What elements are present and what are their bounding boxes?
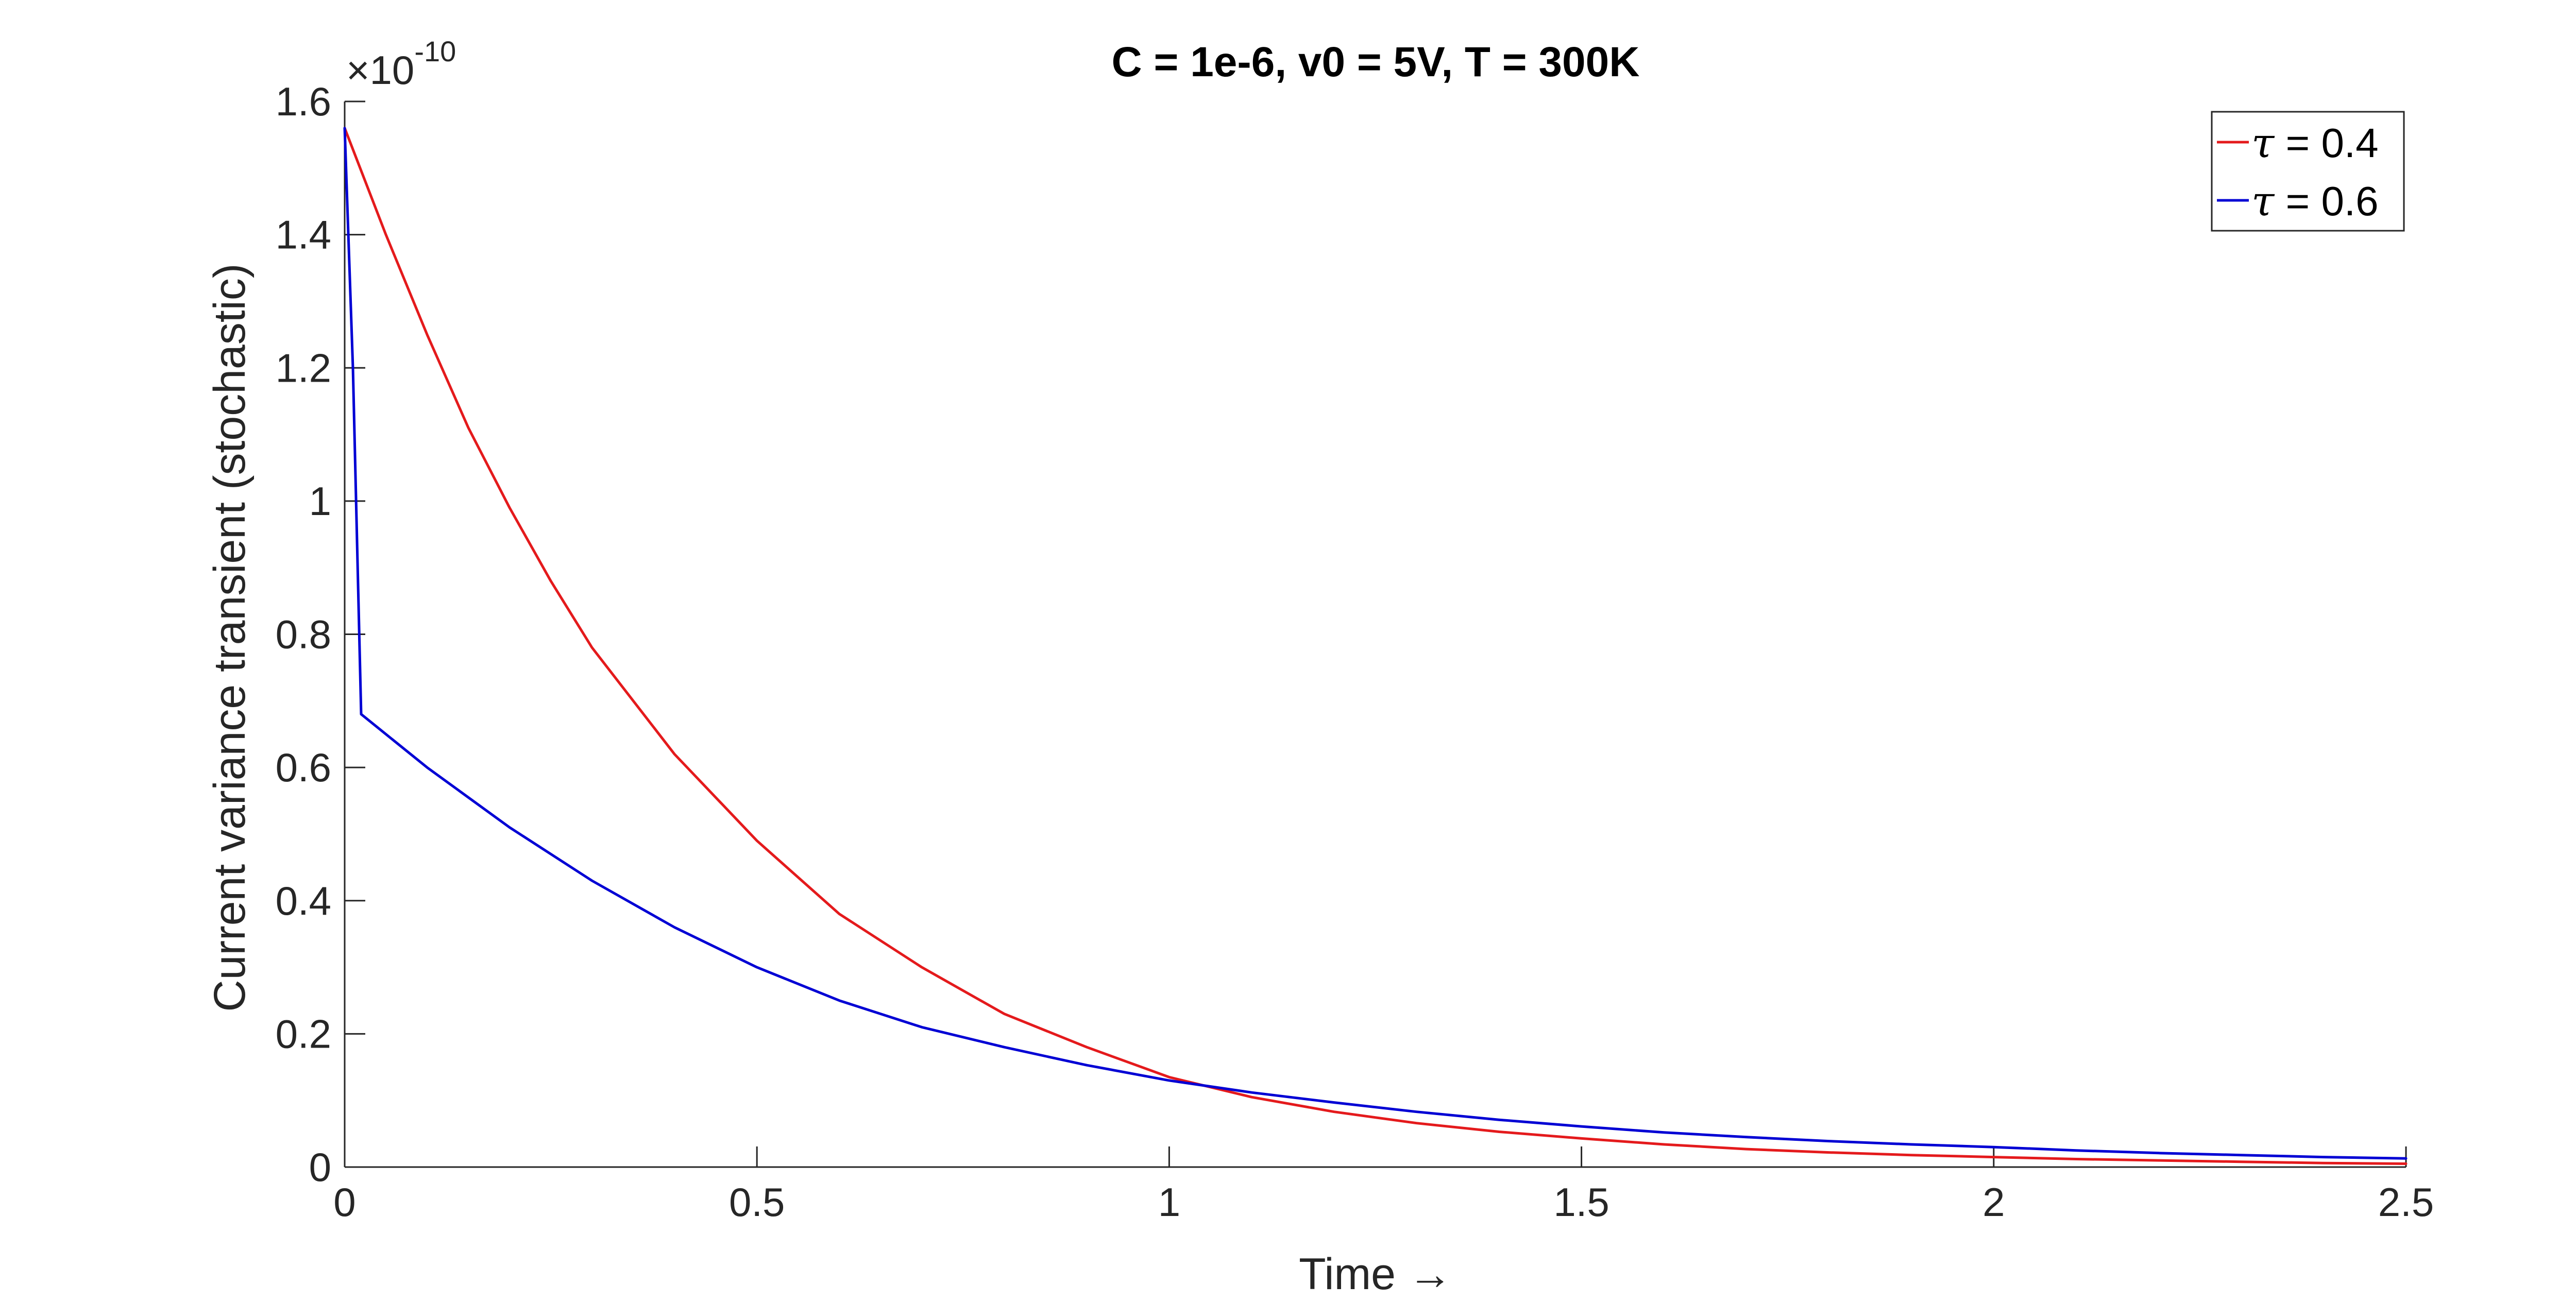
series-lines — [343, 127, 2408, 1165]
y-axis-label: Current variance transient (stochastic) — [205, 263, 255, 1012]
chart-title: C = 1e-6, v0 = 5V, T = 300K — [1112, 39, 1640, 85]
x-tick-label: 2.5 — [2378, 1179, 2434, 1225]
y-axis-ticks: 0 0.2 0.4 0.6 0.8 1 1.2 1.4 1.6 — [276, 79, 365, 1190]
x-tick-label: 2 — [1982, 1179, 2005, 1225]
legend-entry-tau-06: τ = 0.6 — [2251, 177, 2379, 225]
y-tick-label: 0.8 — [276, 612, 331, 657]
y-tick-label: 1 — [309, 478, 331, 524]
x-tick-label: 0.5 — [729, 1179, 785, 1225]
y-tick-label: 0 — [309, 1144, 331, 1190]
x-tick-label: 0 — [333, 1179, 355, 1225]
y-tick-label: 1.6 — [276, 79, 331, 124]
y-tick-label: 0.4 — [276, 878, 331, 923]
legend-box — [2211, 111, 2405, 232]
x-tick-label: 1 — [1158, 1179, 1180, 1225]
y-tick-label: 0.6 — [276, 745, 331, 790]
x-tick-label: 1.5 — [1553, 1179, 1609, 1225]
series-line-0 — [343, 127, 2408, 1165]
x-axis-label: Time → — [1299, 1249, 1452, 1299]
y-axis-exponent-value: -10 — [414, 35, 456, 67]
y-tick-label: 1.2 — [276, 345, 331, 390]
series-line-1 — [343, 127, 2408, 1160]
x-axis-ticks: 0 0.5 1 1.5 2 2.5 — [333, 1146, 2434, 1225]
y-tick-label: 0.2 — [276, 1011, 331, 1056]
legend: τ = 0.4 τ = 0.6 — [2211, 111, 2405, 232]
legend-entry-tau-04: τ = 0.4 — [2251, 119, 2379, 167]
y-tick-label: 1.4 — [276, 212, 331, 258]
